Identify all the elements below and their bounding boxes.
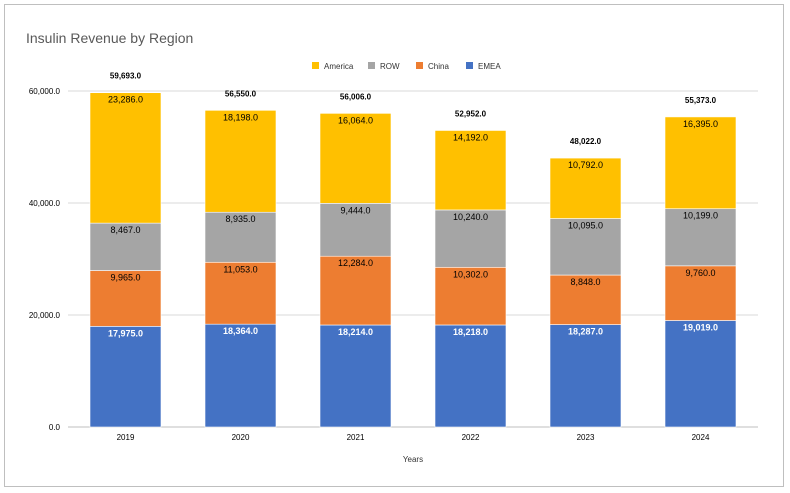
data-label: 8,467.0 [110, 225, 140, 235]
y-tick-label: 20,000.0 [29, 311, 61, 320]
bar-segment-china [434, 266, 507, 326]
data-label: 9,444.0 [340, 205, 370, 215]
bar-segment-america [319, 113, 392, 204]
y-tick-label: 60,000.0 [29, 87, 61, 96]
bar-segment-emea [204, 323, 277, 428]
legend-swatch [466, 62, 473, 69]
data-label: 10,199.0 [683, 211, 718, 221]
data-label: 18,198.0 [223, 112, 258, 122]
data-label: 8,848.0 [570, 277, 600, 287]
legend-label: ROW [380, 62, 400, 71]
x-tick-label: 2020 [232, 433, 250, 442]
data-label: 10,240.0 [453, 212, 488, 222]
x-tick-label: 2021 [347, 433, 365, 442]
total-label: 52,952.0 [455, 109, 487, 118]
bar-group-2021: 18,214.0 12,284.0 9,444.0 16,064.0 56,006.0 [319, 92, 392, 428]
bar-segment-emea [664, 320, 737, 428]
legend-item-emea: EMEA [466, 62, 501, 71]
total-label: 48,022.0 [570, 137, 602, 146]
bar-group-2023: 18,287.0 8,848.0 10,095.0 10,792.0 48,022.0 [549, 137, 622, 428]
bar-segment-row [549, 218, 622, 276]
data-label: 10,792.0 [568, 160, 603, 170]
x-tick-label: 2022 [462, 433, 480, 442]
bar-segment-row [434, 209, 507, 268]
data-label: 14,192.0 [453, 132, 488, 142]
chart-title: Insulin Revenue by Region [26, 30, 194, 46]
bar-segment-america [549, 157, 622, 219]
bar-segment-america [89, 92, 162, 224]
bar-group-2022: 18,218.0 10,302.0 10,240.0 14,192.0 52,952.0 [434, 109, 507, 428]
bars: 17,975.0 9,965.0 8,467.0 23,286.0 59,693.0 18… [89, 72, 737, 428]
data-label: 12,284.0 [338, 258, 373, 268]
bar-segment-row [319, 203, 392, 257]
x-tick-label: 2024 [692, 433, 710, 442]
total-label: 56,550.0 [225, 89, 257, 98]
bar-segment-china [204, 261, 277, 325]
y-tick-label: 40,000.0 [29, 199, 61, 208]
data-label: 9,760.0 [685, 268, 715, 278]
legend-swatch [312, 62, 319, 69]
data-label: 19,019.0 [683, 322, 718, 332]
gridlines [68, 90, 758, 428]
data-label: 18,218.0 [453, 327, 488, 337]
bar-segment-emea [319, 324, 392, 428]
data-label: 16,395.0 [683, 119, 718, 129]
data-label: 11,053.0 [223, 264, 257, 274]
total-label: 55,373.0 [685, 96, 717, 105]
data-label: 23,286.0 [108, 95, 143, 105]
bar-segment-china [549, 274, 622, 325]
bar-group-2024: 19,019.0 9,760.0 10,199.0 16,395.0 55,373.0 [664, 96, 737, 428]
y-tick-label: 0.0 [49, 423, 61, 432]
legend-item-china: China [416, 62, 449, 71]
legend-label: China [428, 62, 449, 71]
data-label: 17,975.0 [108, 328, 143, 338]
data-label: 9,965.0 [110, 273, 140, 283]
bar-segment-america [434, 130, 507, 211]
data-label: 10,302.0 [453, 269, 488, 279]
bar-group-2019: 17,975.0 9,965.0 8,467.0 23,286.0 59,693.0 [89, 72, 162, 428]
bar-segment-china [319, 255, 392, 326]
bar-segment-america [664, 116, 737, 210]
data-label: 18,287.0 [568, 327, 603, 337]
bar-segment-emea [434, 324, 507, 428]
legend: America ROW China EMEA [312, 62, 501, 71]
data-label: 8,935.0 [225, 214, 255, 224]
bar-segment-china [664, 265, 737, 321]
legend-swatch [416, 62, 423, 69]
bar-segment-row [89, 222, 162, 271]
total-label: 56,006.0 [340, 92, 372, 101]
bar-segment-row [204, 211, 277, 263]
x-axis-title: Years [403, 455, 423, 464]
legend-item-row: ROW [368, 62, 400, 71]
bar-segment-emea [89, 326, 162, 428]
x-tick-label: 2023 [577, 433, 595, 442]
bar-segment-america [204, 110, 277, 213]
y-axis: 0.0 20,000.0 40,000.0 60,000.0 [29, 87, 61, 432]
data-label: 18,214.0 [338, 327, 373, 337]
total-label: 59,693.0 [110, 72, 142, 81]
data-label: 18,364.0 [223, 326, 258, 336]
legend-item-america: America [312, 62, 354, 71]
bar-segment-emea [549, 324, 622, 428]
data-label: 16,064.0 [338, 115, 373, 125]
data-label: 10,095.0 [568, 221, 603, 231]
x-axis: 2019 2020 2021 2022 2023 2024 [117, 433, 710, 442]
bar-group-2020: 18,364.0 11,053.0 8,935.0 18,198.0 56,550.0 [204, 89, 277, 428]
legend-swatch [368, 62, 375, 69]
x-tick-label: 2019 [117, 433, 135, 442]
legend-label: America [324, 62, 354, 71]
legend-label: EMEA [478, 62, 501, 71]
